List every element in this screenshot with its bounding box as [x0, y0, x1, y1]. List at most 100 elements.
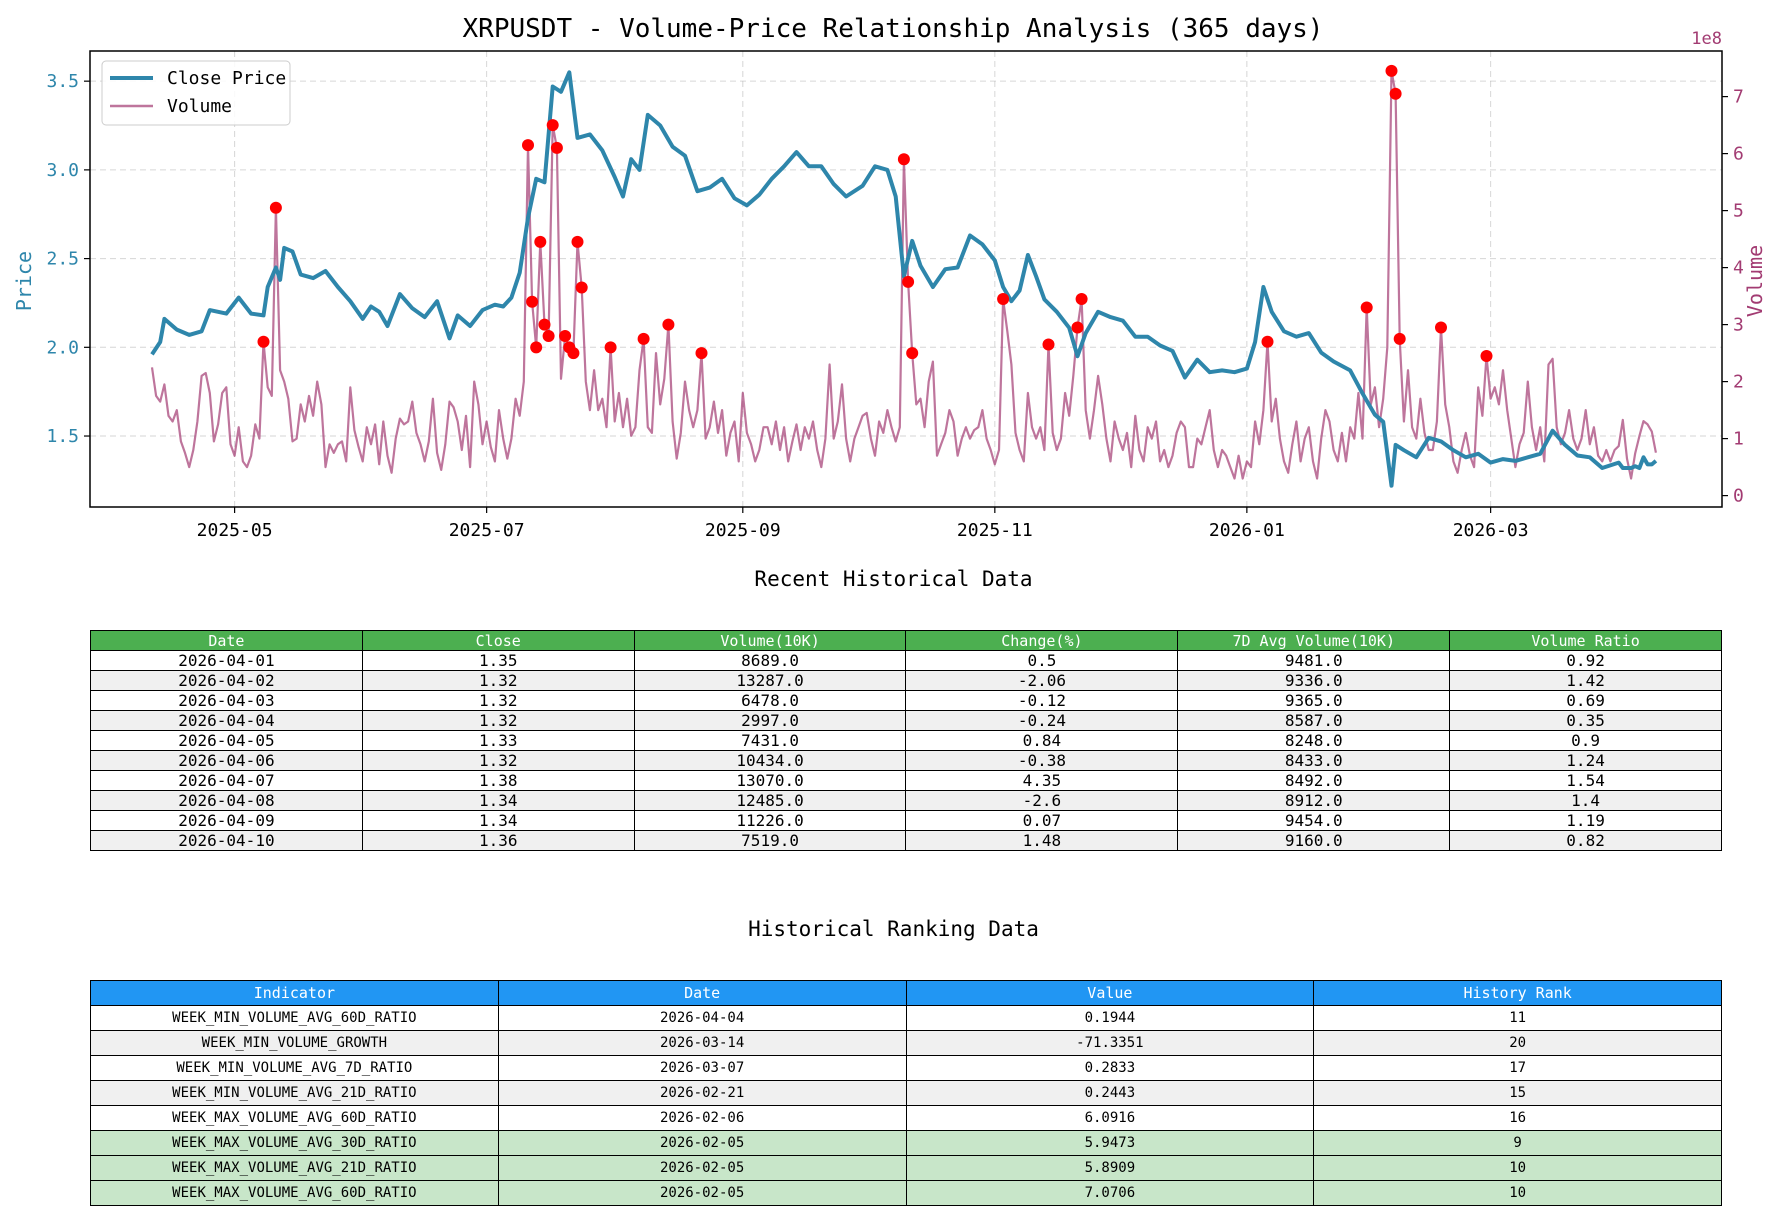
- table-row: 2026-04-08 1.34 12485.0 -2.6 8912.0 1.4: [90, 790, 1722, 811]
- table-cell: 9365.0: [1177, 690, 1451, 711]
- column-header: Indicator: [90, 980, 499, 1006]
- table-cell: 1.32: [361, 670, 635, 691]
- left-y-axis-label: Price: [12, 251, 36, 311]
- volume-spike-marker: [575, 281, 588, 294]
- table-row: WEEK_MIN_VOLUME_GROWTH 2026-03-14 -71.3351…: [90, 1030, 1722, 1056]
- table-cell: 8248.0: [1177, 730, 1451, 751]
- volume-spike-marker: [1389, 87, 1402, 100]
- volume-spike-marker: [1261, 335, 1274, 348]
- table-cell: 4.35: [905, 770, 1179, 791]
- table-row: 2026-04-09 1.34 11226.0 0.07 9454.0 1.19: [90, 810, 1722, 831]
- table-cell: 8587.0: [1177, 710, 1451, 731]
- x-tick-label: 2026-01: [1209, 520, 1285, 541]
- historical-ranking-table: Indicator Date Value History Rank WEEK_MIN_…: [90, 980, 1722, 1206]
- volume-price-chart: XRPUSDT - Volume-Price Relationship Anal…: [12, 14, 1767, 541]
- volume-spike-marker: [1075, 293, 1088, 305]
- right-y-tick-label: 6: [1733, 144, 1744, 165]
- volume-spike-marker: [567, 347, 580, 360]
- left-y-tick-label: 2.5: [46, 249, 79, 270]
- table-cell: 1.34: [361, 810, 635, 831]
- plot-frame: [89, 50, 1723, 508]
- volume-spike-marker: [604, 341, 617, 354]
- table-cell: 1.48: [905, 830, 1179, 851]
- table-cell: 0.9: [1449, 730, 1722, 751]
- table-cell: 9336.0: [1177, 670, 1451, 691]
- column-header: History Rank: [1313, 980, 1722, 1006]
- table-cell: -0.12: [905, 690, 1179, 711]
- table-cell: 5.9473: [905, 1130, 1315, 1156]
- table-cell: 0.69: [1449, 690, 1722, 711]
- table-cell: 1.54: [1449, 770, 1722, 791]
- column-header: Volume(10K): [633, 630, 907, 651]
- table-cell: 7.0706: [905, 1180, 1315, 1206]
- recent-table-title: Recent Historical Data: [754, 567, 1033, 591]
- table-cell: 5.8909: [905, 1155, 1315, 1181]
- table-cell: -2.06: [905, 670, 1179, 691]
- table-cell: 1.33: [361, 730, 635, 751]
- volume-spike-marker: [526, 295, 539, 308]
- table-row: 2026-04-10 1.36 7519.0 1.48 9160.0 0.82: [90, 830, 1722, 851]
- price-line: [150, 70, 1658, 488]
- table-cell: WEEK_MAX_VOLUME_AVG_60D_RATIO: [90, 1180, 499, 1206]
- table-cell: 13070.0: [633, 770, 907, 791]
- volume-spike-marker: [1435, 321, 1447, 334]
- table-cell: 0.5: [905, 650, 1179, 671]
- table-header-row: Indicator Date Value History Rank: [90, 980, 1722, 1006]
- table-cell: 8433.0: [1177, 750, 1451, 771]
- volume-spike-marker: [1393, 332, 1406, 345]
- volume-spike-marker: [695, 347, 708, 360]
- table-cell: 2026-04-06: [90, 750, 363, 771]
- volume-spike-marker: [257, 335, 270, 348]
- x-tick-label: 2026-03: [1453, 520, 1529, 541]
- column-header: Value: [905, 980, 1315, 1006]
- volume-spike-marker: [546, 119, 559, 132]
- table-cell: 2026-04-05: [90, 730, 363, 751]
- table-cell: -2.6: [905, 790, 1179, 811]
- table-cell: 1.24: [1449, 750, 1722, 771]
- table-cell: 8492.0: [1177, 770, 1451, 791]
- column-header: Volume Ratio: [1449, 630, 1722, 651]
- table-cell: 2026-04-03: [90, 690, 363, 711]
- table-cell: 2997.0: [633, 710, 907, 731]
- table-row: WEEK_MAX_VOLUME_AVG_21D_RATIO 2026-02-05 5…: [90, 1155, 1722, 1181]
- right-y-tick-label: 4: [1733, 258, 1744, 279]
- column-header: Change(%): [905, 630, 1179, 651]
- right-axis-offset-label: 1e8: [1691, 29, 1722, 49]
- table-cell: 6.0916: [905, 1105, 1315, 1131]
- table-cell: 0.35: [1449, 710, 1722, 731]
- table-cell: 2026-02-05: [497, 1130, 907, 1156]
- table-cell: 0.82: [1449, 830, 1722, 851]
- table-cell: 0.07: [905, 810, 1179, 831]
- right-y-axis-label: Volume: [1743, 245, 1767, 317]
- volume-spike-marker: [550, 141, 563, 154]
- table-cell: 2026-04-04: [90, 710, 363, 731]
- table-cell: 1.32: [361, 750, 635, 771]
- table-cell: WEEK_MAX_VOLUME_AVG_21D_RATIO: [90, 1155, 499, 1181]
- table-cell: 2026-04-10: [90, 830, 363, 851]
- table-cell: 2026-02-05: [497, 1155, 907, 1181]
- table-cell: 2026-02-21: [497, 1080, 907, 1106]
- table-cell: WEEK_MAX_VOLUME_AVG_60D_RATIO: [90, 1105, 499, 1131]
- table-cell: 1.32: [361, 690, 635, 711]
- table-cell: -0.38: [905, 750, 1179, 771]
- volume-spike-markers: [257, 64, 1493, 362]
- table-cell: 11226.0: [633, 810, 907, 831]
- table-cell: 17: [1313, 1055, 1722, 1081]
- table-cell: 2026-04-08: [90, 790, 363, 811]
- right-y-tick-label: 3: [1733, 315, 1744, 336]
- table-cell: 2026-04-09: [90, 810, 363, 831]
- table-cell: 7431.0: [633, 730, 907, 751]
- left-y-tick-label: 1.5: [46, 426, 79, 447]
- table-cell: 1.42: [1449, 670, 1722, 691]
- table-cell: WEEK_MIN_VOLUME_AVG_7D_RATIO: [90, 1055, 499, 1081]
- table-cell: 2026-03-07: [497, 1055, 907, 1081]
- table-cell: 2026-03-14: [497, 1030, 907, 1056]
- volume-spike-marker: [662, 318, 675, 331]
- table-cell: 2026-02-06: [497, 1105, 907, 1131]
- volume-spike-marker: [1042, 338, 1055, 351]
- table-cell: 11: [1313, 1005, 1722, 1031]
- left-y-tick-label: 3.5: [46, 71, 79, 92]
- table-cell: 12485.0: [633, 790, 907, 811]
- table-cell: WEEK_MIN_VOLUME_GROWTH: [90, 1030, 499, 1056]
- table-cell: 9481.0: [1177, 650, 1451, 671]
